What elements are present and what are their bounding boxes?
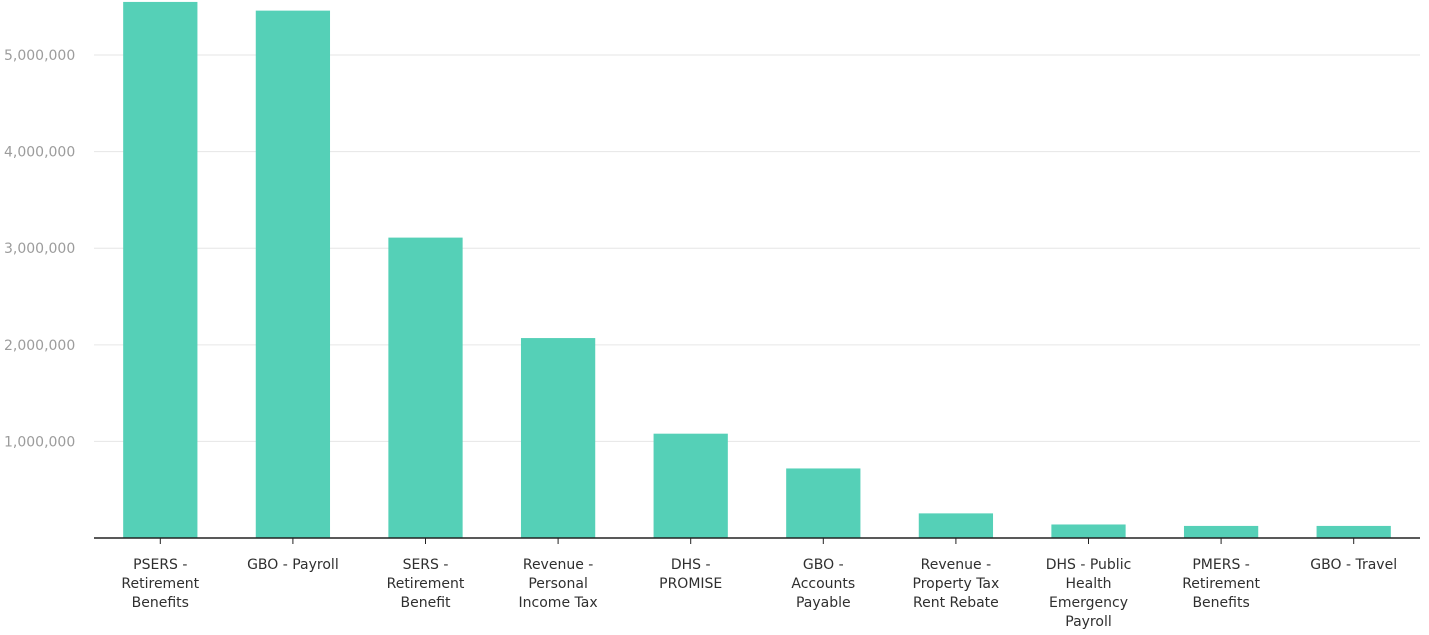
- x-axis-tick-label: PSERS - Retirement Benefits: [121, 557, 199, 611]
- x-axis-tick-label: SERS - Retirement Benefit: [387, 557, 465, 611]
- bar-3: [388, 237, 463, 538]
- bars: [123, 1, 1391, 539]
- x-axis-tick-label: Revenue - Property Tax Rent Rebate: [913, 557, 1000, 611]
- axes: [94, 537, 1420, 544]
- y-axis-tick-label: 3,000,000: [4, 241, 75, 257]
- bar-1: [123, 1, 198, 539]
- y-axis-tick-label: 1,000,000: [4, 434, 75, 450]
- x-axis-tick-label-line: Benefits: [1192, 595, 1249, 611]
- x-axis-tick-label-line: Income Tax: [519, 595, 598, 611]
- x-axis-tick-label-line: Property Tax: [913, 576, 1000, 592]
- x-axis-tick-label-line: Rent Rebate: [913, 595, 999, 611]
- x-axis-tick-label-line: Retirement: [121, 576, 199, 592]
- x-axis-tick-label-line: DHS -: [671, 557, 711, 573]
- x-axis-tick-label-line: Benefit: [400, 595, 451, 611]
- x-axis-tick-label-line: Health: [1066, 576, 1112, 592]
- y-axis-tick-label: 2,000,000: [4, 338, 75, 354]
- bar-2: [255, 10, 331, 539]
- x-axis-tick-label-line: GBO - Payroll: [247, 557, 339, 573]
- x-axis-tick-label-line: PMERS -: [1192, 557, 1249, 573]
- x-axis-tick-label-line: Personal: [528, 576, 588, 592]
- x-axis-tick-label: GBO - Payroll: [247, 557, 339, 573]
- bar-9: [1183, 525, 1259, 538]
- x-axis-tick-label-line: GBO - Travel: [1310, 557, 1397, 573]
- x-axis-tick-label-line: Retirement: [1182, 576, 1260, 592]
- x-axis-tick-label-line: Revenue -: [523, 557, 593, 573]
- x-axis-tick-label-line: GBO -: [803, 557, 844, 573]
- x-axis-tick-label-line: Payroll: [1065, 614, 1111, 630]
- x-axis-tick-label: DHS - Public Health Emergency Payroll: [1046, 557, 1132, 630]
- bar-5: [653, 433, 728, 538]
- x-axis-tick-label-line: Emergency: [1049, 595, 1128, 611]
- bar-6: [786, 468, 861, 538]
- bar-4: [520, 338, 596, 538]
- bar-7: [918, 513, 994, 538]
- x-axis-tick-label-line: Payable: [796, 595, 851, 611]
- x-axis-tick-labels: PSERS - Retirement Benefits GBO - Payroll SE…: [121, 557, 1397, 630]
- x-axis-tick-label-line: Retirement: [387, 576, 465, 592]
- x-axis-tick-label-line: PSERS -: [133, 557, 187, 573]
- x-axis-tick-label-line: SERS -: [403, 557, 449, 573]
- x-axis-tick-label: DHS - PROMISE: [659, 557, 722, 592]
- x-axis-tick-label: GBO - Travel: [1310, 557, 1397, 573]
- x-axis-tick-label-line: Revenue -: [921, 557, 991, 573]
- x-axis-tick-label: PMERS - Retirement Benefits: [1182, 557, 1260, 611]
- x-axis-tick-label: Revenue - Personal Income Tax: [519, 557, 598, 611]
- x-axis-tick-label-line: Benefits: [132, 595, 189, 611]
- bar-8: [1051, 524, 1126, 538]
- x-axis-tick-label: GBO - Accounts Payable: [791, 557, 855, 611]
- x-axis-tick-label-line: Accounts: [791, 576, 855, 592]
- x-axis-tick-label-line: DHS - Public: [1046, 557, 1132, 573]
- y-axis-tick-label: 4,000,000: [4, 145, 75, 161]
- bar-10: [1316, 525, 1391, 538]
- x-axis-tick-label-line: PROMISE: [659, 576, 722, 592]
- y-axis-tick-label: 5,000,000: [4, 48, 75, 64]
- y-axis-tick-labels: 1,000,000 2,000,000 3,000,000 4,000,000 5,00…: [4, 48, 75, 450]
